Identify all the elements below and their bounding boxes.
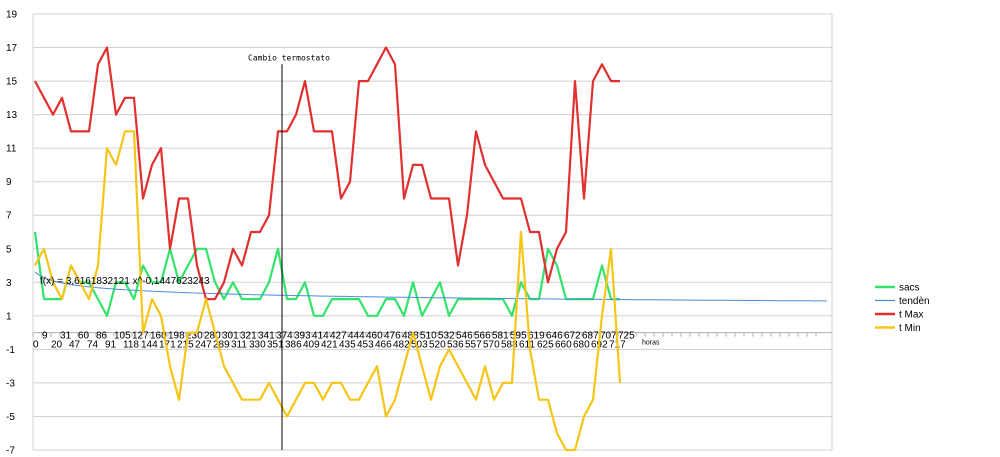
x-tick-label: 707: [600, 331, 617, 342]
x-tick-label: 421: [321, 340, 338, 351]
x-tick-label: 476: [384, 331, 401, 342]
x-tick-label: 503: [411, 340, 428, 351]
x-tick-label: 74: [87, 340, 99, 351]
y-tick-label: 17: [6, 43, 18, 54]
series-line-t-Max: [34, 46, 620, 301]
y-tick-label: 9: [6, 177, 12, 188]
x-tick-label: 546: [456, 331, 473, 342]
x-tick-label: 31: [60, 331, 72, 342]
series-line-sacs: [33, 231, 620, 317]
x-tick-label: 409: [303, 340, 320, 351]
x-tick-label: 453: [357, 340, 374, 351]
legend-label: t Max: [899, 310, 923, 321]
x-tick-label: 536: [447, 340, 464, 351]
grid-lines: [32, 13, 833, 451]
x-tick-label: 725: [618, 331, 635, 342]
legend-label: t Min: [899, 323, 921, 334]
x-tick-label: 557: [465, 340, 482, 351]
x-tick-label: 374: [276, 331, 293, 342]
series-line-t-Min: [34, 130, 622, 452]
trend-line-tendèn: [34, 271, 828, 302]
x-tick-label: 198: [168, 331, 185, 342]
y-tick-label: 7: [6, 211, 12, 222]
x-tick-label: 9: [42, 331, 48, 342]
x-tick-label: 20: [51, 340, 63, 351]
x-tick-label: 482: [393, 340, 410, 351]
x-tick-label: 672: [564, 331, 581, 342]
x-tick-label: 105: [114, 331, 131, 342]
y-tick-label: 5: [6, 244, 12, 255]
x-tick-label: 386: [285, 340, 302, 351]
x-tick-label: 311: [231, 340, 247, 351]
x-tick-label: 289: [213, 340, 230, 351]
x-tick-label: 60: [78, 331, 90, 342]
x-tick-label: 460: [366, 331, 383, 342]
x-tick-label: 321: [240, 331, 257, 342]
x-tick-label: 520: [429, 340, 446, 351]
x-tick-label: 301: [222, 331, 239, 342]
y-tick-label: -1: [6, 345, 15, 356]
x-tick-label: 91: [105, 340, 117, 351]
annotations: Cambio termostato f(x) = 3,6161832121 x^-…: [40, 53, 330, 450]
x-axis-label: horas: [642, 340, 660, 347]
x-tick-label: 611: [519, 340, 535, 351]
legend: sacs tendèn t Max t Min: [875, 283, 930, 334]
x-tick-label: 280: [204, 331, 221, 342]
x-tick-label: 144: [141, 340, 158, 351]
x-tick-label: 127: [132, 331, 149, 342]
y-tick-label: 19: [6, 10, 18, 21]
x-tick-label: 444: [348, 331, 365, 342]
x-tick-label: 118: [123, 340, 139, 351]
x-tick-label: 660: [555, 340, 572, 351]
x-tick-label: 687: [582, 331, 599, 342]
x-tick-label: 0: [33, 340, 39, 351]
x-tick-label: 625: [537, 340, 554, 351]
legend-label: sacs: [899, 283, 920, 294]
x-tick-label: 435: [339, 340, 356, 351]
x-tick-label: 646: [546, 331, 563, 342]
x-tick-label: 488: [402, 331, 419, 342]
x-tick-label: 247: [195, 340, 212, 351]
y-tick-label: 3: [6, 278, 12, 289]
x-tick-label: 160: [150, 331, 167, 342]
x-tick-label: 230: [186, 331, 203, 342]
x-tick-label: 86: [96, 331, 108, 342]
x-axis-ticks: 0920314760748691105118127144160171198215…: [33, 331, 660, 351]
y-tick-label: -3: [6, 378, 15, 389]
x-tick-label: 171: [159, 340, 176, 351]
x-tick-label: 427: [330, 331, 347, 342]
x-tick-label: 566: [474, 331, 491, 342]
x-tick-label: 680: [573, 340, 590, 351]
y-tick-label: 15: [6, 77, 18, 88]
legend-label: tendèn: [899, 296, 930, 307]
x-tick-label: 414: [312, 331, 329, 342]
x-tick-label: 466: [375, 340, 392, 351]
x-tick-label: 588: [501, 340, 518, 351]
y-tick-label: -5: [6, 412, 15, 423]
x-tick-label: 47: [69, 340, 81, 351]
y-tick-label: 11: [6, 144, 17, 155]
trend-equation: f(x) = 3,6161832121 x^-0,1447623243: [40, 276, 210, 287]
x-tick-label: 393: [294, 331, 311, 342]
x-tick-label: 570: [483, 340, 500, 351]
x-tick-label: 341: [258, 331, 275, 342]
series-lines: [33, 46, 828, 452]
y-tick-label: 1: [6, 311, 12, 322]
x-tick-label: 581: [492, 331, 509, 342]
x-tick-label: 532: [438, 331, 455, 342]
x-tick-label: 330: [249, 340, 266, 351]
x-tick-label: 351: [267, 340, 284, 351]
x-tick-label: 595: [510, 331, 527, 342]
thermostat-change-label: Cambio termostato: [248, 53, 330, 62]
x-tick-label: 510: [420, 331, 437, 342]
x-tick-label: 619: [528, 331, 545, 342]
y-tick-label: 13: [6, 110, 18, 121]
y-tick-label: -7: [6, 446, 15, 457]
